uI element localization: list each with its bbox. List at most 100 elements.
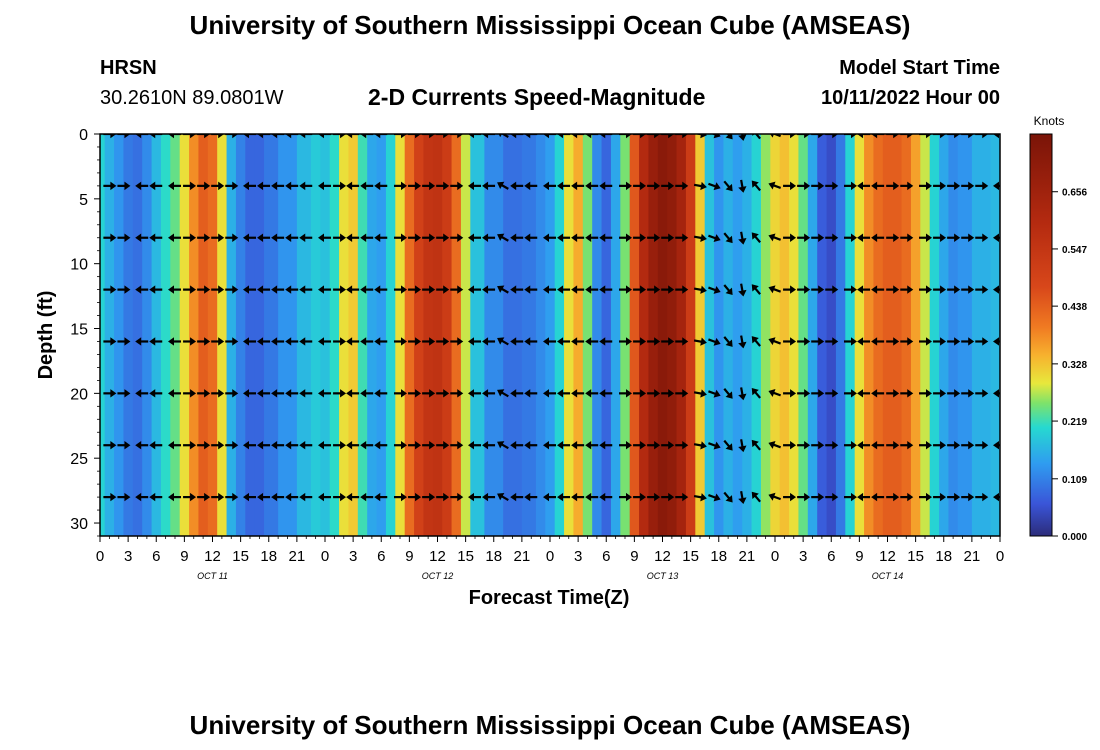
current-vector-arrow bbox=[103, 285, 117, 294]
current-vector-arrow bbox=[497, 492, 509, 502]
current-vector-arrow bbox=[900, 285, 914, 294]
current-vector-arrow bbox=[571, 389, 585, 398]
current-vector-arrow bbox=[346, 389, 360, 398]
current-vector-arrow bbox=[661, 337, 675, 346]
current-vector-arrow bbox=[117, 441, 131, 450]
x-tick-label: 9 bbox=[180, 548, 188, 565]
current-vector-arrow bbox=[103, 441, 117, 450]
current-vector-arrow bbox=[961, 389, 975, 398]
current-vector-arrow bbox=[360, 181, 374, 191]
current-vector-arrow bbox=[497, 285, 509, 294]
current-vector-arrow bbox=[211, 181, 225, 191]
current-vector-arrow bbox=[360, 233, 374, 242]
current-vector-arrow bbox=[886, 337, 900, 346]
current-vector-arrow bbox=[408, 492, 422, 502]
heatmap-cell bbox=[357, 134, 368, 536]
heatmap-cell bbox=[901, 134, 912, 536]
current-vector-arrow bbox=[811, 285, 825, 294]
current-vector-arrow bbox=[633, 441, 647, 450]
current-vector-arrow bbox=[524, 389, 538, 398]
current-vector-arrow bbox=[211, 492, 225, 502]
current-vector-arrow bbox=[257, 441, 271, 450]
current-vector-arrow bbox=[947, 233, 961, 242]
current-vector-arrow bbox=[436, 389, 450, 398]
heatmap-cell bbox=[451, 134, 462, 536]
current-vector-arrow bbox=[886, 233, 900, 242]
x-tick-label: 12 bbox=[204, 548, 221, 565]
current-vector-arrow bbox=[436, 337, 450, 346]
current-vector-arrow bbox=[619, 285, 632, 294]
current-vector-arrow bbox=[468, 181, 481, 191]
current-vector-arrow bbox=[285, 492, 299, 502]
current-vector-arrow bbox=[543, 492, 556, 502]
current-vector-arrow bbox=[723, 388, 733, 399]
current-vector-arrow bbox=[510, 337, 524, 346]
current-vector-arrow bbox=[844, 389, 857, 398]
current-vector-arrow bbox=[243, 389, 256, 398]
x-tick-label: 18 bbox=[485, 548, 502, 565]
current-vector-arrow bbox=[871, 441, 885, 450]
current-vector-arrow bbox=[374, 389, 388, 398]
current-vector-arrow bbox=[225, 441, 239, 450]
current-vector-arrow bbox=[619, 441, 632, 450]
current-vector-arrow bbox=[751, 491, 761, 503]
heatmap-cell bbox=[854, 134, 865, 536]
date-label: OCT 12 bbox=[422, 571, 454, 581]
current-vector-arrow bbox=[168, 337, 181, 346]
current-vector-arrow bbox=[346, 492, 360, 502]
x-tick-label: 6 bbox=[602, 548, 610, 565]
current-vector-arrow bbox=[738, 231, 747, 245]
current-vector-arrow bbox=[374, 285, 388, 294]
x-tick-label: 0 bbox=[546, 548, 554, 565]
current-vector-arrow bbox=[783, 181, 797, 191]
current-vector-arrow bbox=[661, 285, 675, 294]
current-vector-arrow bbox=[844, 285, 857, 294]
current-vector-arrow bbox=[271, 181, 285, 191]
current-vector-arrow bbox=[768, 337, 782, 346]
current-vector-arrow bbox=[933, 233, 947, 242]
x-tick-label: 9 bbox=[405, 548, 413, 565]
heatmap-cell bbox=[348, 134, 359, 536]
y-tick-label: 15 bbox=[70, 322, 88, 339]
current-vector-arrow bbox=[117, 389, 131, 398]
current-vector-arrow bbox=[933, 285, 947, 294]
current-vector-arrow bbox=[450, 285, 464, 294]
current-vector-arrow bbox=[693, 181, 707, 191]
x-tick-label: 12 bbox=[654, 548, 671, 565]
current-vector-arrow bbox=[243, 233, 256, 242]
current-vector-arrow bbox=[197, 492, 211, 502]
current-vector-arrow bbox=[738, 335, 747, 349]
heatmap-cell bbox=[892, 134, 903, 536]
heatmap-cell bbox=[667, 134, 678, 536]
current-vector-arrow bbox=[633, 337, 647, 346]
current-vector-arrow bbox=[723, 284, 733, 295]
current-vector-arrow bbox=[183, 233, 197, 242]
current-vector-arrow bbox=[871, 181, 885, 191]
heatmap-cell bbox=[990, 134, 1000, 536]
current-vector-arrow bbox=[811, 441, 825, 450]
heatmap-cell bbox=[470, 134, 485, 536]
current-vector-arrow bbox=[708, 337, 721, 346]
current-vector-arrow bbox=[285, 337, 299, 346]
heatmap-cell bbox=[695, 134, 706, 536]
heatmap-cell bbox=[264, 134, 279, 536]
heatmap-cell bbox=[564, 134, 575, 536]
current-vector-arrow bbox=[149, 492, 163, 502]
current-vector-arrow bbox=[585, 441, 599, 450]
current-vector-arrow bbox=[571, 441, 585, 450]
current-vector-arrow bbox=[211, 337, 225, 346]
current-vector-arrow bbox=[947, 389, 961, 398]
current-vector-arrow bbox=[168, 389, 181, 398]
current-vector-arrow bbox=[619, 389, 632, 398]
x-axis-label: Forecast Time(Z) bbox=[469, 587, 630, 609]
current-vector-arrow bbox=[510, 441, 524, 450]
current-vector-arrow bbox=[723, 439, 733, 451]
current-vector-arrow bbox=[497, 389, 509, 398]
current-vectors bbox=[103, 134, 1000, 504]
current-vector-arrow bbox=[103, 337, 117, 346]
heatmap-cell bbox=[714, 134, 725, 536]
current-vector-arrow bbox=[947, 181, 961, 191]
current-vector-arrow bbox=[374, 233, 388, 242]
heatmap-cell bbox=[817, 134, 828, 536]
current-vector-arrow bbox=[797, 233, 811, 242]
